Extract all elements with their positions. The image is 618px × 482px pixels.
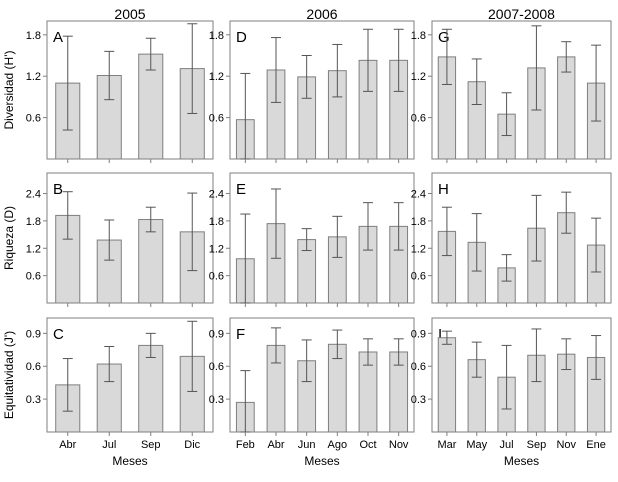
panel-frame-h <box>431 172 612 304</box>
y-tick-label-a-2: 1.8 <box>26 30 41 42</box>
panel-frame-i <box>431 317 612 433</box>
panel-label-f: F <box>236 326 245 343</box>
x-axis-label-i: Meses <box>504 454 539 468</box>
x-axis-label-c: Meses <box>112 454 147 468</box>
y-tick-label-c-0: 0.3 <box>26 394 41 406</box>
y-tick-label-e-0: 0.6 <box>209 271 224 283</box>
y-tick-label-e-3: 2.4 <box>209 189 224 201</box>
x-tick-label-c-3: Dic <box>184 439 200 451</box>
y-tick-label-b-0: 0.6 <box>26 271 41 283</box>
y-tick-label-i-1: 0.6 <box>411 361 426 373</box>
y-tick-label-d-1: 1.2 <box>209 71 224 83</box>
x-tick-label-f-1: Abr <box>267 439 284 451</box>
x-tick-label-f-5: Nov <box>389 439 409 451</box>
y-tick-label-c-2: 0.9 <box>26 328 41 340</box>
y-tick-label-a-1: 1.2 <box>26 71 41 83</box>
column-title-a: 2005 <box>114 6 145 22</box>
y-tick-label-g-0: 0.6 <box>411 113 426 125</box>
y-tick-label-g-2: 1.8 <box>411 30 426 42</box>
panel-label-e: E <box>236 181 246 198</box>
column-title-g: 2007-2008 <box>488 6 555 22</box>
panel-label-c: C <box>53 326 64 343</box>
y-tick-label-f-2: 0.9 <box>209 328 224 340</box>
y-tick-label-a-0: 0.6 <box>26 113 41 125</box>
x-tick-label-c-0: Abr <box>59 439 76 451</box>
panel-label-d: D <box>236 29 247 46</box>
y-tick-label-e-1: 1.2 <box>209 243 224 255</box>
bar-i-0 <box>437 337 457 433</box>
y-tick-label-b-1: 1.2 <box>26 243 41 255</box>
panel-frame-e <box>229 172 415 304</box>
x-tick-label-f-4: Oct <box>359 439 376 451</box>
y-tick-label-d-2: 1.8 <box>209 30 224 42</box>
bar-b-2 <box>138 219 164 304</box>
bar-c-2 <box>138 344 164 433</box>
panel-frame-f <box>229 317 415 433</box>
x-tick-label-c-1: Jul <box>102 439 116 451</box>
x-tick-label-i-2: Jul <box>500 439 514 451</box>
x-axis-label-f: Meses <box>304 454 339 468</box>
y-tick-label-h-3: 2.4 <box>411 189 426 201</box>
x-tick-label-f-3: Ago <box>328 439 348 451</box>
y-tick-label-b-2: 1.8 <box>26 216 41 228</box>
panel-frame-g <box>431 20 612 160</box>
x-tick-label-f-2: Jun <box>298 439 316 451</box>
panel-label-i: I <box>438 326 442 343</box>
y-tick-label-e-2: 1.8 <box>209 216 224 228</box>
panel-label-g: G <box>438 29 450 46</box>
y-axis-label-b: Riqueza (D) <box>2 206 16 270</box>
panel-frame-b <box>46 172 214 304</box>
y-tick-label-f-1: 0.6 <box>209 361 224 373</box>
panel-label-a: A <box>53 29 63 46</box>
x-tick-label-i-4: Nov <box>556 439 576 451</box>
y-tick-label-h-1: 1.2 <box>411 243 426 255</box>
x-tick-label-f-0: Feb <box>236 439 255 451</box>
x-tick-label-i-3: Sep <box>527 439 547 451</box>
y-tick-label-i-2: 0.9 <box>411 328 426 340</box>
y-tick-label-f-0: 0.3 <box>209 394 224 406</box>
column-title-d: 2006 <box>306 6 337 22</box>
panel-frame-a <box>46 20 214 160</box>
y-axis-label-c: Equitatividad (J') <box>2 331 16 419</box>
y-tick-label-i-0: 0.3 <box>411 394 426 406</box>
y-tick-label-b-3: 2.4 <box>26 189 41 201</box>
y-tick-label-h-2: 1.8 <box>411 216 426 228</box>
y-tick-label-g-1: 1.2 <box>411 71 426 83</box>
y-tick-label-c-1: 0.6 <box>26 361 41 373</box>
y-tick-label-h-0: 0.6 <box>411 271 426 283</box>
x-tick-label-c-2: Sep <box>141 439 161 451</box>
x-tick-label-i-5: Ene <box>586 439 606 451</box>
x-tick-label-i-0: Mar <box>437 439 456 451</box>
panel-frame-d <box>229 20 415 160</box>
x-tick-label-i-1: May <box>466 439 487 451</box>
y-axis-label-a: Diversidad (H') <box>2 51 16 130</box>
panel-frame-c <box>46 317 214 433</box>
panel-label-h: H <box>438 181 449 198</box>
y-tick-label-d-0: 0.6 <box>209 113 224 125</box>
panel-label-b: B <box>53 181 63 198</box>
